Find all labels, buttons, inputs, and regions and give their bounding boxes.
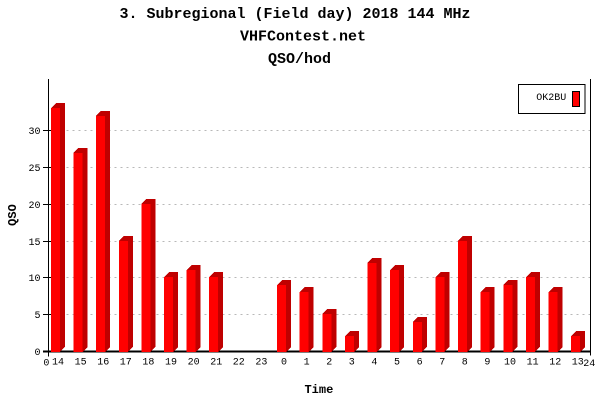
svg-text:0: 0 — [34, 348, 40, 359]
svg-text:16: 16 — [97, 357, 109, 368]
svg-text:11: 11 — [527, 357, 539, 368]
svg-text:30: 30 — [28, 127, 40, 138]
svg-text:1: 1 — [304, 357, 310, 368]
svg-text:15: 15 — [75, 357, 87, 368]
svg-text:0: 0 — [43, 358, 49, 369]
svg-text:21: 21 — [210, 357, 222, 368]
svg-text:13: 13 — [572, 357, 584, 368]
svg-text:10: 10 — [28, 274, 40, 285]
svg-text:Time: Time — [304, 383, 333, 397]
svg-text:17: 17 — [120, 357, 132, 368]
svg-text:20: 20 — [188, 357, 200, 368]
svg-text:6: 6 — [417, 357, 423, 368]
svg-text:3: 3 — [349, 357, 355, 368]
svg-text:5: 5 — [34, 311, 40, 322]
svg-text:12: 12 — [549, 357, 561, 368]
svg-text:7: 7 — [439, 357, 445, 368]
svg-text:23: 23 — [255, 357, 267, 368]
svg-text:5: 5 — [394, 357, 400, 368]
svg-text:18: 18 — [142, 357, 154, 368]
svg-text:15: 15 — [28, 238, 40, 249]
svg-text:QSO/hod: QSO/hod — [268, 51, 331, 68]
svg-text:8: 8 — [462, 357, 468, 368]
svg-text:24: 24 — [583, 359, 595, 370]
svg-text:QSO: QSO — [6, 204, 20, 226]
svg-text:25: 25 — [28, 164, 40, 175]
svg-text:OK2BU: OK2BU — [536, 93, 566, 104]
svg-text:20: 20 — [28, 201, 40, 212]
svg-text:14: 14 — [52, 357, 64, 368]
svg-text:2: 2 — [326, 357, 332, 368]
svg-text:22: 22 — [233, 357, 245, 368]
svg-text:VHFContest.net: VHFContest.net — [240, 28, 366, 45]
svg-text:3. Subregional (Field day) 201: 3. Subregional (Field day) 2018 144 MHz — [119, 6, 470, 23]
svg-text:0: 0 — [281, 357, 287, 368]
svg-text:4: 4 — [371, 357, 377, 368]
svg-text:9: 9 — [484, 357, 490, 368]
svg-text:19: 19 — [165, 357, 177, 368]
svg-text:10: 10 — [504, 357, 516, 368]
